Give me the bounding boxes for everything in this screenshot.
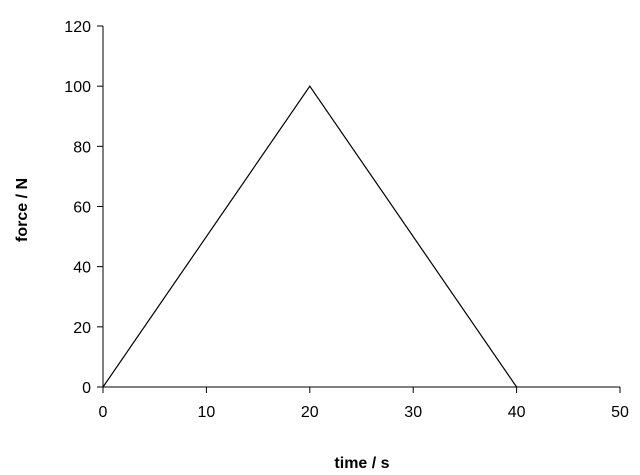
x-tick-label: 50 — [611, 404, 629, 421]
x-tick-label: 40 — [508, 404, 526, 421]
x-tick-label: 20 — [301, 404, 319, 421]
x-tick-label: 0 — [99, 404, 108, 421]
y-tick-label: 120 — [64, 19, 91, 36]
x-ticks: 0 10 20 30 40 50 — [99, 387, 629, 421]
series-layer — [102, 85, 518, 388]
y-tick-label: 40 — [73, 260, 91, 277]
y-axis-title: force / N — [14, 178, 31, 242]
y-tick-label: 80 — [73, 139, 91, 156]
x-tick-label: 30 — [404, 404, 422, 421]
y-ticks: 0 20 40 60 80 100 120 — [64, 19, 103, 397]
x-axis-title: time / s — [334, 455, 389, 472]
y-tick-label: 20 — [73, 320, 91, 337]
series-line — [102, 85, 518, 388]
x-tick-label: 10 — [198, 404, 216, 421]
y-tick-label: 0 — [82, 380, 91, 397]
y-tick-label: 100 — [64, 79, 91, 96]
y-tick-label: 60 — [73, 200, 91, 217]
